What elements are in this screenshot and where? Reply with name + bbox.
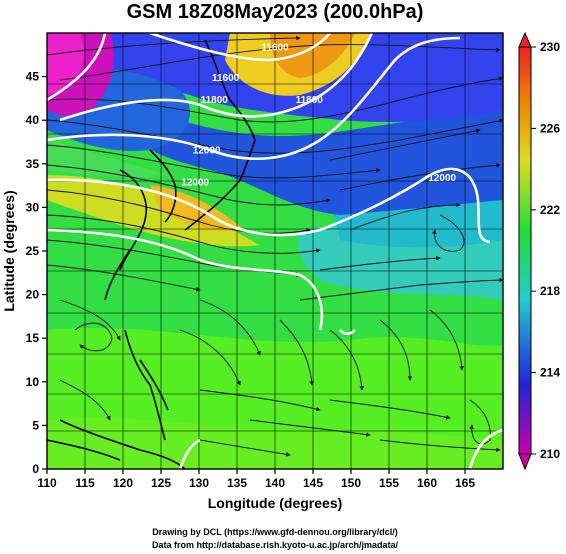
colorbar-bottom-triangle [518, 453, 532, 471]
credit-line-2: Data from http://database.rish.kyoto-u.a… [152, 540, 399, 550]
y-tick-label: 30 [26, 200, 40, 214]
y-tick-label: 25 [26, 244, 40, 258]
colorbar-top-triangle [518, 31, 532, 48]
x-tick-label: 120 [113, 476, 133, 490]
colorbar-tick-label: 226 [540, 121, 560, 135]
colorbar-ticks: 230 226 222 218 214 210 [531, 40, 560, 461]
y-tick-label: 10 [26, 375, 40, 389]
map-title: GSM 18Z08May2023 (200.0hPa) [127, 1, 424, 23]
x-tick-label: 145 [303, 476, 323, 490]
x-tick-label: 115 [75, 476, 95, 490]
colorbar-body [518, 46, 532, 455]
x-tick-label: 135 [227, 476, 247, 490]
contour-label: 12000 [428, 173, 456, 184]
x-tick-label: 150 [341, 476, 361, 490]
colorbar-tick-label: 230 [540, 40, 560, 54]
y-tick-label: 35 [26, 157, 40, 171]
y-axis-label: Latitude (degrees) [1, 190, 17, 311]
contour-label: 12000 [193, 145, 221, 156]
graticule [47, 33, 503, 469]
y-axis-ticks: 0 5 10 15 20 25 30 35 40 45 [26, 70, 47, 476]
y-tick-label: 15 [26, 331, 40, 345]
colorbar-tick-label: 222 [540, 203, 560, 217]
contour-label: 11600 [261, 42, 289, 53]
contour-label: 12000 [181, 178, 209, 189]
y-tick-label: 5 [32, 418, 39, 432]
y-tick-label: 0 [32, 462, 39, 476]
y-tick-label: 40 [26, 113, 40, 127]
colorbar-tick-label: 210 [540, 447, 560, 461]
contour-label: 11800 [296, 95, 324, 106]
y-tick-label: 45 [26, 70, 40, 84]
x-tick-label: 110 [37, 476, 57, 490]
colorbar: 230 226 222 218 214 210 [518, 31, 560, 471]
x-tick-label: 155 [379, 476, 399, 490]
x-tick-label: 140 [265, 476, 285, 490]
height-contours [47, 33, 503, 469]
colorbar-tick-label: 218 [540, 284, 560, 298]
x-axis-label: Longitude (degrees) [208, 495, 343, 511]
contour-label: 11600 [212, 73, 240, 84]
x-tick-label: 130 [189, 476, 209, 490]
x-axis-ticks: 110 115 120 125 130 135 140 145 150 155 160 165 [37, 469, 475, 490]
x-tick-label: 125 [151, 476, 171, 490]
credit-line-1: Drawing by DCL (https://www.gfd-dennou.o… [152, 527, 398, 537]
y-tick-label: 20 [26, 288, 40, 302]
contour-labels: 11800 11600 11800 12000 12000 12000 11600 [181, 42, 456, 188]
x-tick-label: 165 [455, 476, 475, 490]
contour-label: 11800 [201, 95, 229, 106]
colorbar-tick-label: 214 [540, 366, 560, 380]
x-tick-label: 160 [417, 476, 437, 490]
